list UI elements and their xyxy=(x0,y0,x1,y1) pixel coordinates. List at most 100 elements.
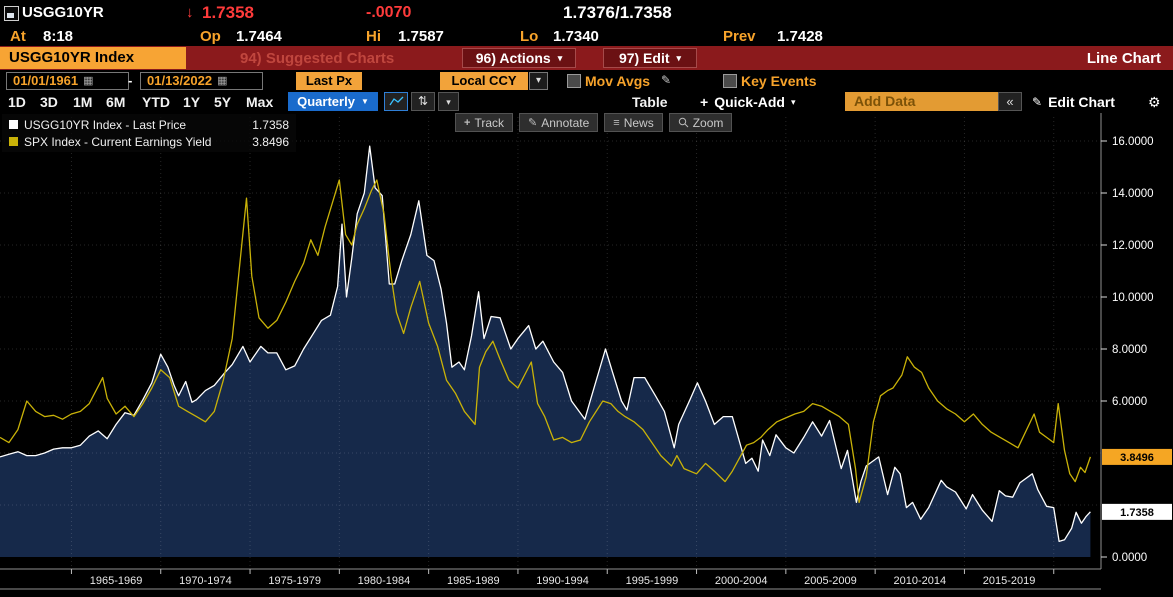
date-range-separator: - xyxy=(128,73,133,88)
period-select[interactable]: Quarterly ▼ xyxy=(288,92,378,111)
high-value: 1.7587 xyxy=(398,28,444,45)
edit-menu[interactable]: 97) Edit ▾ xyxy=(603,48,697,68)
news-button[interactable]: ≡ News xyxy=(604,113,663,132)
currency-dropdown-icon[interactable]: ▾ xyxy=(529,72,548,90)
low-value: 1.7340 xyxy=(553,28,599,45)
crosshair-icon: + xyxy=(464,116,471,129)
tab-1m[interactable]: 1M xyxy=(73,94,93,110)
open-label: Op xyxy=(200,28,221,45)
ohlc-row: At 8:18 Op 1.7464 Hi 1.7587 Lo 1.7340 Pr… xyxy=(0,26,1173,48)
bid-ask: 1.7376/1.7358 xyxy=(563,3,672,22)
pencil-icon[interactable]: ✎ xyxy=(661,73,672,87)
zoom-label: Zoom xyxy=(692,115,724,130)
key-events-label[interactable]: Key Events xyxy=(741,73,817,89)
quick-add-label: Quick-Add xyxy=(714,94,785,110)
chart-toolbar: 01/01/1961 ▦ - 01/13/2022 ▦ Last Px Loca… xyxy=(0,70,1173,92)
table-button[interactable]: Table xyxy=(632,94,668,110)
svg-text:3.8496: 3.8496 xyxy=(1120,452,1154,464)
title-bar: USGG10YR Index 94) Suggested Charts 96) … xyxy=(0,46,1173,70)
svg-text:2000-2004: 2000-2004 xyxy=(715,575,768,587)
calendar-icon[interactable]: ▦ xyxy=(83,75,94,87)
gear-glyph: ⚙ xyxy=(1148,94,1161,110)
chevron-down-icon: ▾ xyxy=(676,53,682,63)
prev-value: 1.7428 xyxy=(777,28,823,45)
magnifier-icon xyxy=(678,117,689,128)
tab-1y[interactable]: 1Y xyxy=(183,94,201,110)
sort-axis-button[interactable]: ⇅ xyxy=(411,92,435,111)
security-icon xyxy=(4,6,19,21)
period-tab-row: 1D 3D 1M 6M YTD 1Y 5Y Max Quarterly ▼ ⇅ … xyxy=(0,92,1173,113)
date-from-value: 01/01/1961 xyxy=(13,73,79,88)
add-data-input[interactable]: Add Data xyxy=(845,92,1002,111)
last-price: 1.7358 xyxy=(202,3,254,22)
date-to-input[interactable]: 01/13/2022 ▦ xyxy=(140,72,263,90)
legend-item[interactable]: SPX Index - Current Earnings Yield 3.849… xyxy=(2,133,296,150)
quick-add-button[interactable]: + Quick-Add ▾ xyxy=(700,94,796,110)
svg-text:2010-2014: 2010-2014 xyxy=(893,575,946,587)
chevron-down-icon: ▾ xyxy=(557,53,563,63)
collapse-button[interactable]: « xyxy=(998,92,1022,111)
legend-label: USGG10YR Index - Last Price xyxy=(24,117,187,132)
sort-icon: ⇅ xyxy=(417,94,429,108)
svg-text:1965-1969: 1965-1969 xyxy=(90,575,143,587)
svg-text:2005-2009: 2005-2009 xyxy=(804,575,857,587)
edit-chart-button[interactable]: ✎ Edit Chart xyxy=(1032,94,1115,110)
open-value: 1.7464 xyxy=(236,28,282,45)
legend-item[interactable]: USGG10YR Index - Last Price 1.7358 xyxy=(2,116,296,133)
chart-type-dropdown[interactable]: ▾ xyxy=(438,92,459,111)
pencil-icon: ✎ xyxy=(1032,95,1043,109)
mov-avgs-label[interactable]: Mov Avgs xyxy=(585,73,651,89)
prev-label: Prev xyxy=(723,28,756,45)
svg-text:6.0000: 6.0000 xyxy=(1112,396,1147,408)
svg-text:1990-1994: 1990-1994 xyxy=(536,575,589,587)
ticker-symbol: USGG10YR xyxy=(22,4,104,21)
down-arrow-icon: ↓ xyxy=(186,4,194,21)
svg-text:2015-2019: 2015-2019 xyxy=(983,575,1036,587)
quote-row: USGG10YR ↓ 1.7358 -.0070 1.7376/1.7358 xyxy=(0,0,1173,26)
svg-text:8.0000: 8.0000 xyxy=(1112,344,1147,356)
at-time: 8:18 xyxy=(43,28,74,45)
actions-menu[interactable]: 96) Actions ▾ xyxy=(462,48,576,68)
suggested-charts-menu[interactable]: 94) Suggested Charts xyxy=(240,50,395,67)
mov-avgs-checkbox[interactable] xyxy=(567,74,581,88)
chart-area: 1965-1969 1970-1974 1975-1979 1980-1984 1985… xyxy=(0,113,1173,590)
legend-label: SPX Index - Current Earnings Yield xyxy=(24,134,212,149)
svg-text:14.0000: 14.0000 xyxy=(1112,188,1154,200)
date-from-input[interactable]: 01/01/1961 ▦ xyxy=(6,72,129,90)
price-change: -.0070 xyxy=(366,4,412,21)
tab-1d[interactable]: 1D xyxy=(8,94,26,110)
svg-text:10.0000: 10.0000 xyxy=(1112,292,1154,304)
actions-label: 96) Actions xyxy=(475,50,551,66)
legend-value: 3.8496 xyxy=(252,134,289,149)
track-label: Track xyxy=(474,115,504,130)
key-events-checkbox[interactable] xyxy=(723,74,737,88)
news-icon: ≡ xyxy=(613,116,620,129)
tab-3d[interactable]: 3D xyxy=(40,94,58,110)
line-chart-type-button[interactable] xyxy=(384,92,408,111)
tab-max[interactable]: Max xyxy=(246,94,274,110)
price-field-button[interactable]: Last Px xyxy=(296,72,362,90)
svg-text:12.0000: 12.0000 xyxy=(1112,240,1154,252)
svg-text:1985-1989: 1985-1989 xyxy=(447,575,500,587)
calendar-icon[interactable]: ▦ xyxy=(217,75,228,87)
tab-6m[interactable]: 6M xyxy=(106,94,126,110)
currency-button[interactable]: Local CCY xyxy=(440,72,528,90)
plus-icon: + xyxy=(700,94,709,110)
chevron-down-icon: ▾ xyxy=(446,97,451,107)
security-field[interactable]: USGG10YR Index xyxy=(0,47,186,69)
period-label: Quarterly xyxy=(297,94,355,109)
chart-tool-buttons: + Track ✎ Annotate ≡ News Zoom xyxy=(455,113,733,132)
edit-chart-label: Edit Chart xyxy=(1048,94,1115,110)
gear-icon[interactable]: ⚙ xyxy=(1148,94,1161,111)
svg-text:1.7358: 1.7358 xyxy=(1120,507,1154,519)
svg-text:16.0000: 16.0000 xyxy=(1112,136,1154,148)
annotate-button[interactable]: ✎ Annotate xyxy=(519,113,599,132)
track-button[interactable]: + Track xyxy=(455,113,513,132)
svg-text:1970-1974: 1970-1974 xyxy=(179,575,232,587)
zoom-button[interactable]: Zoom xyxy=(668,113,733,132)
at-label: At xyxy=(10,28,26,45)
chart-canvas[interactable]: 1965-1969 1970-1974 1975-1979 1980-1984 1985… xyxy=(0,113,1173,590)
tab-ytd[interactable]: YTD xyxy=(142,94,170,110)
tab-5y[interactable]: 5Y xyxy=(214,94,232,110)
legend-value: 1.7358 xyxy=(252,117,289,132)
